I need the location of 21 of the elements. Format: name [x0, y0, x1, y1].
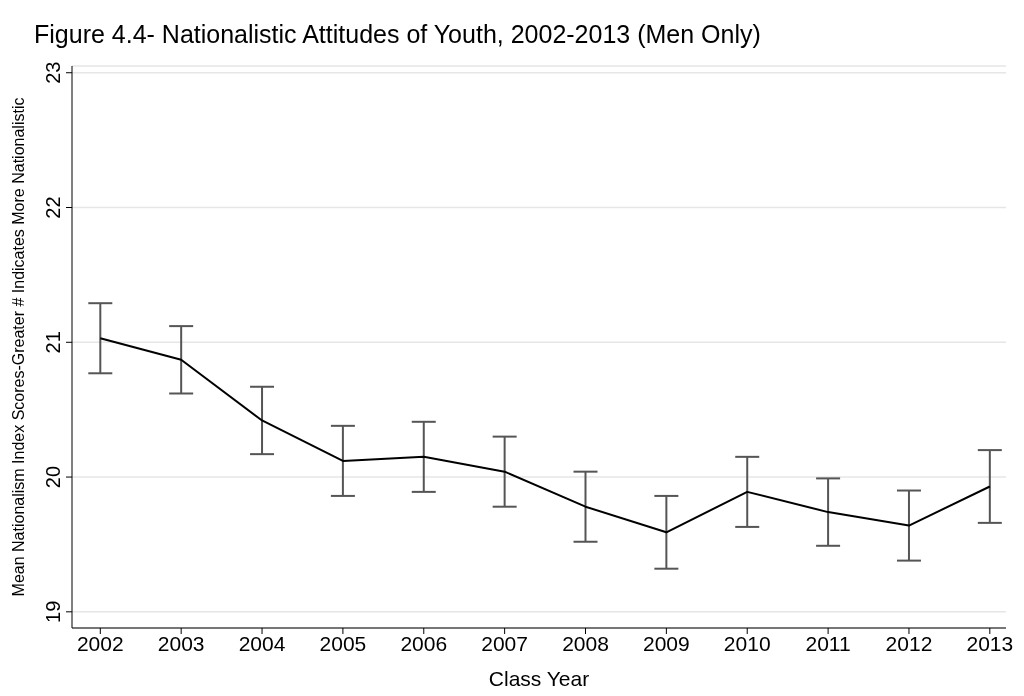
- y-tick-label: 22: [42, 196, 64, 219]
- x-tick-label: 2002: [76, 631, 124, 655]
- x-tick-label: 2010: [723, 631, 771, 655]
- y-tick-label: 23: [42, 61, 64, 84]
- x-tick-label: 2012: [885, 631, 933, 655]
- y-tick-label: 21: [42, 331, 64, 354]
- x-tick-label: 2003: [157, 631, 205, 655]
- chart-title: Figure 4.4- Nationalistic Attitudes of Youth, 2002-2013 (Men Only): [34, 20, 761, 49]
- x-axis-title: Class Year: [488, 667, 590, 690]
- x-tick-label: 2009: [643, 631, 690, 655]
- y-axis-title: Mean Nationalism Index Scores-Greater # Indicates More Nationalistic: [9, 97, 27, 597]
- x-tick-label: 2013: [966, 631, 1014, 655]
- x-tick-label: 2008: [562, 631, 609, 655]
- x-tick-label: 2006: [400, 631, 448, 655]
- y-tick-label: 19: [42, 600, 64, 623]
- x-tick-label: 2007: [481, 631, 528, 655]
- line-series: [99, 337, 991, 534]
- x-tick-label: 2011: [805, 631, 851, 655]
- y-tick-label: 20: [42, 465, 64, 489]
- x-tick-label: 2005: [319, 631, 367, 655]
- x-tick-label: 2004: [238, 631, 286, 655]
